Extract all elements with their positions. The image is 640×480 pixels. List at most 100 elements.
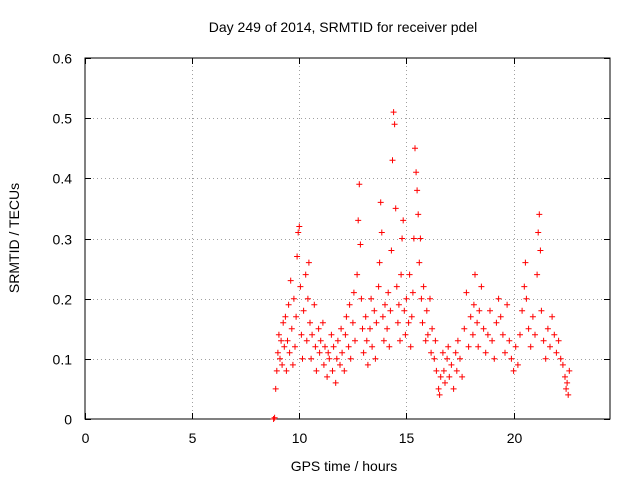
data-point — [277, 355, 283, 362]
data-point — [317, 337, 324, 344]
data-point — [324, 373, 331, 380]
grid-lines — [85, 58, 610, 419]
data-point — [514, 361, 521, 368]
data-point — [448, 361, 455, 368]
data-point — [445, 343, 452, 350]
data-point — [410, 235, 417, 242]
data-point — [432, 337, 439, 344]
data-point — [313, 367, 320, 374]
chart-title: Day 249 of 2014, SRMTID for receiver pde… — [209, 19, 477, 35]
data-point — [329, 367, 336, 374]
data-point — [536, 211, 543, 218]
data-point — [369, 343, 376, 350]
data-point — [538, 307, 545, 314]
data-point — [484, 331, 491, 338]
data-point — [400, 217, 407, 224]
data-point — [523, 295, 530, 302]
data-point — [315, 325, 322, 332]
data-point — [459, 373, 466, 380]
data-point — [393, 283, 400, 290]
data-point — [423, 307, 430, 314]
data-point — [290, 295, 297, 302]
data-point — [387, 307, 394, 314]
data-point — [325, 349, 332, 356]
data-point — [388, 247, 395, 254]
data-point — [493, 319, 500, 326]
data-point — [422, 337, 429, 344]
data-point — [293, 313, 300, 320]
data-point — [510, 367, 517, 374]
data-point — [519, 307, 526, 314]
data-point — [525, 325, 532, 332]
data-point — [399, 235, 406, 242]
data-point — [345, 343, 352, 350]
y-axis-label: SRMTID / TECUs — [6, 183, 22, 293]
data-point — [429, 325, 436, 332]
data-point — [297, 283, 304, 290]
data-point — [401, 307, 408, 314]
data-point — [271, 414, 278, 421]
data-point — [288, 325, 295, 332]
data-point — [416, 259, 423, 266]
data-point — [549, 313, 556, 320]
data-point — [517, 331, 523, 338]
data-point — [373, 319, 380, 326]
data-point — [497, 313, 504, 320]
data-point — [346, 301, 353, 308]
data-point — [398, 271, 405, 278]
data-point — [499, 331, 506, 338]
data-point — [565, 391, 572, 398]
data-point — [566, 367, 573, 374]
data-point — [437, 373, 444, 380]
data-point — [433, 367, 440, 374]
x-tick-label: 15 — [399, 430, 415, 446]
data-point — [419, 319, 426, 326]
data-points — [270, 109, 573, 422]
data-point — [424, 331, 431, 338]
data-point — [292, 343, 298, 350]
data-point — [482, 349, 489, 356]
data-point — [275, 331, 282, 338]
data-point — [559, 361, 566, 368]
data-point — [409, 289, 416, 296]
data-point — [362, 313, 369, 320]
data-point — [502, 349, 508, 356]
data-point — [537, 247, 544, 254]
data-point — [333, 355, 340, 362]
x-tick-label: 10 — [292, 430, 308, 446]
data-point — [294, 253, 301, 260]
data-point — [339, 349, 346, 356]
data-point — [332, 379, 339, 386]
data-point — [535, 229, 542, 236]
data-point — [457, 355, 463, 362]
data-point — [284, 337, 291, 344]
y-tick-label: 0.1 — [53, 352, 73, 368]
data-point — [337, 361, 343, 368]
data-point — [512, 343, 519, 350]
data-point — [302, 271, 309, 278]
data-point — [521, 283, 528, 290]
data-point — [440, 367, 447, 374]
data-point — [534, 271, 541, 278]
data-point — [341, 367, 348, 374]
data-point — [472, 271, 478, 278]
data-point — [403, 295, 410, 302]
data-point — [279, 361, 286, 368]
data-point — [303, 337, 310, 344]
data-point — [338, 325, 345, 332]
data-point — [385, 289, 392, 296]
data-point — [347, 355, 354, 362]
data-point — [384, 325, 391, 332]
data-point — [504, 301, 511, 308]
data-point — [371, 307, 378, 314]
data-point — [308, 355, 315, 362]
data-point — [350, 289, 357, 296]
data-point — [386, 343, 393, 350]
data-point — [478, 283, 485, 290]
data-point — [379, 313, 386, 320]
data-point — [305, 259, 312, 266]
data-point — [476, 307, 483, 314]
data-point — [367, 325, 373, 332]
data-point — [372, 355, 379, 362]
